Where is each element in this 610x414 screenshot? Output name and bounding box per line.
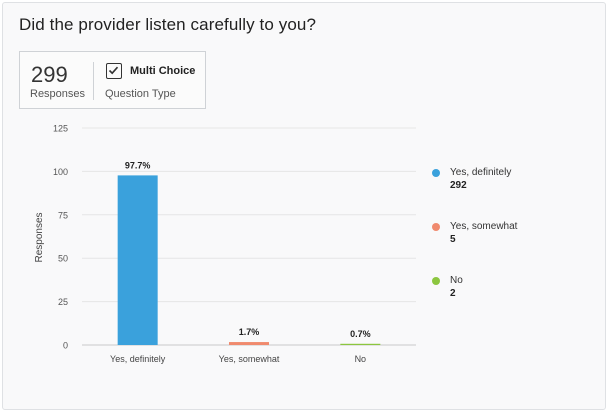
y-tick-label: 100 [53, 167, 68, 177]
bar [340, 343, 381, 345]
question-type-label: Question Type [105, 88, 176, 100]
y-axis-label: Responses [34, 212, 45, 262]
bar [117, 175, 158, 345]
bar-data-label: 97.7% [125, 160, 151, 170]
legend-count: 292 [450, 180, 467, 191]
responses-label: Responses [30, 88, 86, 100]
x-tick-label: No [355, 354, 367, 364]
x-tick-label: Yes, somewhat [219, 354, 280, 364]
question-stats-box: 299 Responses Multi Choice Question Type [19, 51, 206, 109]
x-tick-label: Yes, definitely [110, 354, 166, 364]
question-type-value: Multi Choice [130, 65, 196, 77]
bar-data-label: 0.7% [350, 329, 371, 339]
bar [229, 342, 269, 345]
legend-count: 2 [450, 288, 456, 299]
legend-label: Yes, definitely [450, 167, 512, 178]
y-tick-label: 0 [63, 341, 68, 351]
y-tick-label: 25 [58, 297, 68, 307]
legend-label: No [450, 275, 463, 286]
bar-data-label: 1.7% [239, 327, 260, 337]
stats-divider [93, 62, 94, 100]
y-tick-label: 75 [58, 210, 68, 220]
legend-dot-icon [432, 277, 440, 285]
responses-count: 299 [31, 62, 68, 87]
legend-count: 5 [450, 234, 456, 245]
question-title: Did the provider listen carefully to you… [19, 15, 317, 34]
y-tick-label: 125 [53, 124, 68, 134]
checkbox-icon [106, 63, 122, 79]
y-tick-label: 50 [58, 254, 68, 264]
legend-label: Yes, somewhat [450, 221, 518, 232]
legend-dot-icon [432, 223, 440, 231]
legend-dot-icon [432, 169, 440, 177]
